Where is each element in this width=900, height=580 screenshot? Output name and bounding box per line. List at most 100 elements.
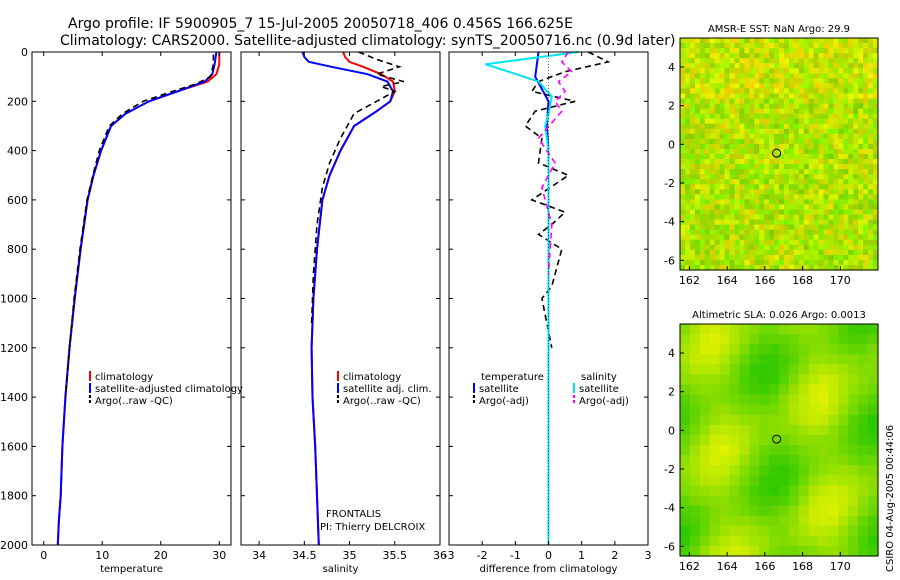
heatmap-cell (685, 68, 691, 74)
heatmap-cell (699, 63, 706, 69)
heatmap-cell (749, 209, 755, 216)
heatmap-cell (828, 143, 834, 150)
heatmap-cell (704, 73, 711, 79)
heatmap-cell (853, 179, 859, 185)
heatmap-cell (714, 189, 721, 195)
heatmap-cell (699, 239, 706, 246)
heatmap-cell (808, 143, 815, 150)
heatmap-cell (774, 138, 780, 145)
heatmap-cell (813, 138, 820, 145)
heatmap-cell (813, 239, 820, 246)
heatmap-cell (818, 535, 830, 547)
heatmap-cell (709, 394, 721, 406)
heatmap-cell (818, 219, 825, 226)
heatmap-cell (853, 133, 859, 140)
heatmap-cell (714, 154, 721, 160)
heatmap-cell (719, 334, 731, 345)
heatmap-cell (724, 229, 730, 236)
heatmap-cell (843, 239, 849, 246)
heatmap-cell (828, 38, 834, 44)
heatmap-cell (704, 123, 711, 130)
heatmap-cell (873, 239, 879, 246)
heatmap-cell (680, 525, 691, 537)
heatmap-cell (823, 143, 829, 150)
heatmap-cell (764, 249, 770, 256)
heatmap-cell (689, 354, 701, 365)
heatmap-cell (749, 38, 755, 44)
heatmap-cell (685, 133, 691, 140)
heatmap-cell (680, 143, 686, 150)
heatmap-cell (788, 324, 800, 335)
heatmap-cell (868, 204, 874, 210)
heatmap-cell (704, 174, 711, 180)
heatmap-cell (680, 118, 686, 125)
heatmap-cell (798, 495, 810, 507)
heatmap-cell (803, 244, 810, 251)
heatmap-cell (689, 83, 696, 89)
heatmap-cell (853, 164, 859, 170)
heatmap-cell (858, 394, 869, 406)
heatmap-cell (709, 435, 721, 446)
heatmap-cell (828, 214, 834, 221)
heatmap-cell (858, 194, 864, 200)
heatmap-cell (848, 189, 854, 195)
heatmap-cell (858, 455, 869, 466)
heatmap-cell (808, 164, 815, 170)
heatmap-cell (754, 53, 760, 59)
heatmap-cell (838, 435, 849, 446)
heatmap-cell (759, 465, 770, 476)
heatmap-cell (729, 219, 735, 226)
heatmap-cell (759, 78, 765, 84)
heatmap-cell (709, 179, 716, 185)
heatmap-cell (818, 354, 830, 365)
heatmap-cell (858, 384, 869, 396)
heatmap-cell (828, 149, 834, 155)
heatmap-cell (838, 515, 849, 527)
heatmap-cell (709, 465, 721, 476)
heatmap-cell (779, 435, 790, 446)
heatmap-cell (694, 154, 701, 160)
heatmap-cell (848, 404, 859, 416)
heatmap-cell (843, 209, 849, 216)
heatmap-cell (759, 103, 765, 110)
heatmap-cell (754, 265, 760, 271)
heatmap-cell (823, 265, 829, 271)
heatmap-cell (689, 424, 701, 436)
heatmap-cell (788, 344, 800, 355)
heatmap-cell (704, 214, 711, 221)
heatmap-cell (719, 78, 726, 84)
heatmap-cell (680, 209, 686, 216)
heatmap-cell (779, 535, 790, 547)
heatmap-cell (759, 435, 770, 446)
heatmap-cell (828, 455, 839, 466)
heatmap-cell (724, 133, 730, 140)
heatmap-cell (798, 154, 805, 160)
heatmap-cell (739, 63, 745, 69)
heatmap-cell (848, 164, 854, 170)
heatmap-cell (764, 164, 770, 170)
heatmap-cell (689, 123, 696, 130)
heatmap-cell (749, 525, 760, 537)
heatmap-cell (858, 103, 864, 110)
heatmap-cell (863, 38, 869, 44)
heatmap-cell (853, 118, 859, 125)
heatmap-cell (739, 364, 750, 375)
heatmap-cell (759, 179, 765, 185)
heatmap-cell (749, 404, 760, 416)
heatmap-cell (689, 234, 696, 241)
heatmap-cell (769, 93, 775, 100)
heatmap-cell (759, 123, 765, 130)
heatmap-cell (714, 244, 721, 251)
y-tick-label: -6 (664, 254, 675, 267)
heatmap-cell (838, 505, 849, 517)
heatmap-cell (680, 58, 686, 64)
heatmap-cell (838, 209, 844, 216)
heatmap-cell (764, 128, 770, 135)
heatmap-cell (823, 199, 829, 205)
heatmap-cell (754, 63, 760, 69)
heatmap-cell (808, 239, 815, 246)
heatmap-cell (863, 214, 869, 221)
heatmap-cell (828, 265, 834, 271)
heatmap-cell (858, 354, 869, 365)
heatmap-cell (863, 73, 869, 79)
